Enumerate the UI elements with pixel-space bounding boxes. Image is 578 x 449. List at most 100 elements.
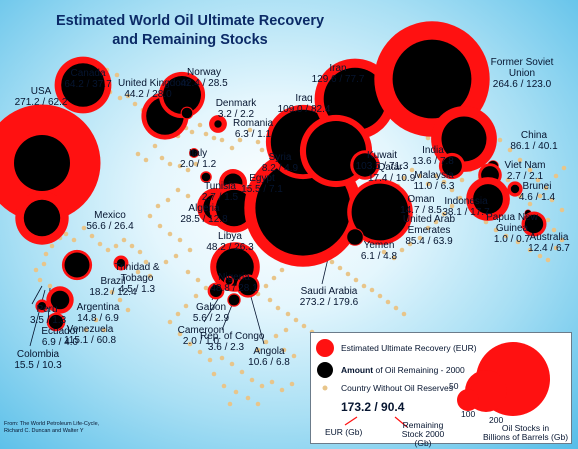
no-reserve-dot (535, 177, 541, 183)
no-reserve-dot (237, 137, 243, 143)
no-reserve-dot (263, 283, 269, 289)
no-reserve-dot (527, 167, 533, 173)
country-label-argentina: Argentina 14.8 / 6.9 (70, 302, 126, 324)
no-reserve-dot (497, 137, 503, 143)
no-reserve-dot (117, 95, 123, 101)
no-reserve-dot (143, 259, 149, 265)
country-label-cameroon: Cameroon 2.0 / 1.0 (176, 325, 226, 347)
no-reserve-dot (425, 135, 431, 141)
country-name: Canada (70, 68, 106, 79)
country-name: China (520, 130, 548, 141)
no-reserve-dot (167, 161, 173, 167)
country-label-iraq: Iraq 109.0 / 82.4 (276, 93, 332, 115)
no-reserve-dot (441, 211, 447, 217)
no-reserve-dot (517, 157, 523, 163)
country-values: 12.4 / 6.7 (528, 243, 570, 254)
no-reserve-dot (279, 387, 285, 393)
country-name: Colombia (16, 349, 60, 360)
legend-eur-label: Estimated Ultimate Recovery (EUR) (341, 343, 477, 353)
remaining-bubble-tunisia (201, 172, 211, 182)
no-reserve-dot (457, 195, 463, 201)
map-title-line-2: and Remaining Stocks (112, 32, 268, 48)
country-label-gabon: Gabon 5.6 / 2.9 (188, 302, 234, 324)
no-reserve-dot (167, 319, 173, 325)
country-values: 86.1 / 40.1 (510, 141, 558, 152)
legend-remaining-swatch (317, 362, 333, 378)
country-values: 2.0 / 1.0 (182, 336, 220, 347)
country-label-mexico: Mexico 56.6 / 26.4 (80, 210, 140, 232)
legend-example-value: 173.2 / 90.4 (341, 400, 405, 414)
no-reserve-dot (279, 267, 285, 273)
country-label-brazil: Brazil 18.2 / 12.4 (88, 276, 138, 298)
no-reserve-dot (175, 311, 181, 317)
country-label-usa: USA 271.2 / 62.2 (10, 86, 72, 108)
no-reserve-dot (285, 311, 291, 317)
remaining-bubble-usa (14, 135, 70, 191)
no-reserve-dot (185, 167, 191, 173)
legend-size-caption: Oil Stocks in Billions of Barrels (Gb) (483, 423, 569, 442)
country-label-iran: Iran 129.6 / 77.7 (310, 63, 366, 85)
country-label-italy: Italy 2.0 / 1.2 (180, 148, 216, 170)
no-reserve-dot (361, 283, 367, 289)
country-name: Saudi Arabia (300, 286, 358, 297)
no-reserve-dot (157, 223, 163, 229)
country-label-congo: Rep. of Congo 3.6 / 2.3 (200, 331, 265, 353)
country-values: 6.9 / 4.0 (41, 337, 79, 348)
no-reserve-dot (545, 257, 551, 263)
no-reserve-dot (147, 273, 153, 279)
no-reserve-dot (135, 151, 141, 157)
no-reserve-dot (183, 303, 189, 309)
no-reserve-dot (93, 317, 99, 323)
country-values: 38.1 / 17.7 (442, 207, 490, 218)
no-reserve-dot (259, 383, 265, 389)
country-name: Venezuela (66, 324, 114, 335)
remaining-bubble-denmark (181, 107, 193, 119)
remaining-bubble-congo (228, 294, 240, 306)
no-reserve-dot (527, 201, 533, 207)
country-name: United Arab Emerates (402, 214, 456, 236)
country-label-algeria: Algeria 28.5 / 12.8 (176, 203, 232, 225)
country-label-yemen: Yemen 6.1 / 4.8 (356, 240, 402, 262)
country-label-indonesia: Indonesia 38.1 / 17.7 (438, 196, 494, 218)
country-values: 10.6 / 6.8 (248, 357, 290, 368)
country-label-ecuador: Ecuador 6.9 / 4.0 (38, 326, 82, 348)
country-values: 14.8 / 6.9 (77, 313, 119, 324)
no-reserve-dot (377, 293, 383, 299)
no-reserve-dot (449, 203, 455, 209)
no-reserve-dot (187, 247, 193, 253)
no-reserve-dot (401, 311, 407, 317)
country-name: Oman (407, 194, 435, 205)
no-reserve-dot (553, 173, 559, 179)
country-values: 103.5 / 71.3 (355, 161, 409, 172)
country-label-india: India 13.6 / 7.8 (410, 145, 456, 167)
no-reserve-dot (159, 155, 165, 161)
remaining-bubble-libya (215, 189, 253, 227)
no-reserve-dot (273, 333, 279, 339)
country-values: 264.6 / 123.0 (492, 79, 552, 90)
no-reserve-dot (293, 317, 299, 323)
no-reserve-dot (425, 225, 431, 231)
no-reserve-dot (197, 122, 203, 128)
country-name: Tunisia (204, 181, 236, 192)
no-reserve-dot (97, 241, 103, 247)
leader-line-colombia (29, 289, 46, 347)
no-reserve-dot (137, 249, 143, 255)
no-reserve-dot (49, 243, 55, 249)
no-reserve-dot (249, 377, 255, 383)
country-name: Denmark (215, 98, 257, 109)
country-name: Norway (187, 67, 221, 78)
legend-size-50-label: 50 (449, 381, 459, 391)
country-values: 48.2 / 26.3 (206, 242, 254, 253)
country-name: Brunei (522, 181, 552, 192)
country-label-norway: Norway 42.4 / 28.5 (176, 67, 232, 89)
remaining-bubble-yemen (347, 229, 363, 245)
no-reserve-dot (207, 357, 213, 363)
country-label-venezuela: Venezuela 115.1 / 60.8 (58, 324, 122, 346)
country-values: 44.2 / 28.0 (124, 89, 172, 100)
legend-no-reserve-swatch (322, 385, 328, 391)
country-values: 6.3 / 1.1 (234, 129, 272, 140)
no-reserve-dot (63, 231, 69, 237)
no-reserve-dot (549, 197, 555, 203)
no-reserve-dot (83, 327, 89, 333)
